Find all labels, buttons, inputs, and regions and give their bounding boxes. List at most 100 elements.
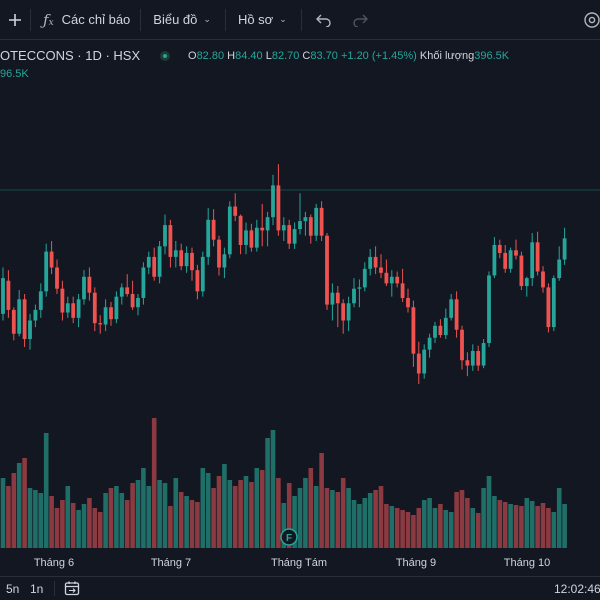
candle — [119, 283, 124, 305]
candle — [492, 237, 497, 279]
volume-bar — [308, 468, 314, 548]
candle — [38, 283, 43, 318]
candle — [17, 290, 22, 337]
volume-bar — [400, 510, 405, 548]
candle — [163, 214, 167, 255]
profile-dropdown[interactable]: Hồ sơ ⌄ — [226, 0, 301, 40]
volume-bar — [0, 478, 6, 548]
candle — [330, 283, 335, 321]
settings-button[interactable] — [582, 0, 600, 40]
undo-icon — [315, 14, 331, 27]
candle — [6, 270, 11, 318]
add-symbol-button[interactable] — [0, 0, 30, 40]
volume-bar — [524, 498, 530, 548]
candle — [195, 264, 200, 300]
volume-bar — [529, 501, 535, 548]
symbol-title[interactable]: OTECCONS · 1D · HSX — [0, 48, 141, 63]
candle — [249, 223, 254, 252]
volume-bar — [114, 486, 119, 548]
candle — [44, 243, 49, 297]
volume-bar — [286, 483, 292, 548]
candle — [184, 246, 189, 273]
chart-type-dropdown[interactable]: Biểu đồ ⌄ — [141, 0, 225, 40]
event-marker-earnings[interactable]: F — [280, 528, 298, 546]
volume-bar — [151, 418, 157, 548]
volume-bar — [232, 486, 238, 548]
volume-bar — [238, 480, 243, 548]
volume-bar — [421, 500, 427, 548]
indicators-label: Các chỉ báo — [61, 12, 131, 27]
volume-bar — [303, 478, 308, 548]
candle — [443, 308, 448, 340]
candle — [33, 304, 38, 328]
range-5d-button[interactable]: 5n — [6, 582, 20, 596]
status-dot — [160, 51, 170, 61]
function-icon: ƒx — [43, 10, 54, 29]
candle — [22, 294, 27, 347]
volume-bar — [465, 498, 470, 548]
candle — [427, 333, 432, 358]
candle — [281, 217, 286, 241]
event-marker-label: F — [286, 533, 292, 544]
candle — [373, 246, 378, 275]
redo-button[interactable] — [342, 0, 378, 40]
volume-bar — [362, 498, 368, 548]
volume-bar — [367, 493, 373, 548]
calendar-button[interactable] — [64, 580, 80, 599]
volume-bar — [459, 490, 465, 548]
volume-bar — [27, 488, 33, 548]
volume-bar — [54, 508, 60, 548]
candle — [362, 262, 367, 292]
open-label: O — [188, 50, 197, 62]
volume-bar — [556, 488, 562, 548]
volume-bar — [76, 510, 81, 548]
candle — [325, 233, 329, 310]
volume-bar — [535, 506, 540, 548]
volume-bar — [346, 488, 351, 548]
month-label-jul: Tháng 7 — [151, 557, 191, 569]
low-label: L — [265, 50, 272, 62]
candle — [28, 313, 32, 350]
candle — [92, 287, 97, 332]
volume-bar — [135, 480, 141, 548]
volume-bar — [297, 488, 303, 548]
high-value: 84.40 — [235, 50, 263, 62]
toolbar-divider — [300, 8, 302, 31]
volume-bar — [259, 470, 265, 548]
volume-bar — [513, 505, 519, 548]
candle — [146, 251, 151, 275]
volume-bar — [205, 473, 211, 548]
candle — [335, 286, 340, 328]
candle — [55, 259, 59, 294]
candle — [524, 276, 529, 297]
candle — [141, 262, 146, 305]
candle — [514, 239, 518, 260]
candle — [379, 254, 383, 279]
candle — [406, 288, 410, 313]
volume-bar — [551, 512, 557, 548]
candle — [481, 339, 486, 369]
candle — [438, 319, 443, 338]
change-value: +1.20 (+1.45%) — [340, 50, 417, 62]
ohlc-values: O82.80 H84.40 L82.70 C83.70 +1.20 (+1.45… — [188, 50, 509, 62]
candle — [233, 193, 238, 222]
volume-bar — [405, 512, 411, 548]
candle — [508, 247, 513, 273]
volume-bar — [38, 493, 44, 548]
high-label: H — [227, 50, 236, 62]
candle — [314, 203, 319, 241]
indicators-button[interactable]: ƒx Các chỉ báo — [31, 0, 140, 40]
candle — [465, 352, 470, 377]
candle — [551, 275, 556, 332]
candle — [136, 294, 140, 316]
candle — [303, 211, 308, 236]
range-1d-button[interactable]: 1n — [30, 582, 44, 596]
volume-bar — [427, 498, 432, 548]
volume-bar — [443, 510, 449, 548]
toolbar-divider — [140, 8, 142, 31]
undo-button[interactable] — [302, 0, 342, 40]
volume-bar — [502, 502, 508, 548]
candle — [71, 296, 76, 324]
volume-bar — [70, 503, 76, 548]
